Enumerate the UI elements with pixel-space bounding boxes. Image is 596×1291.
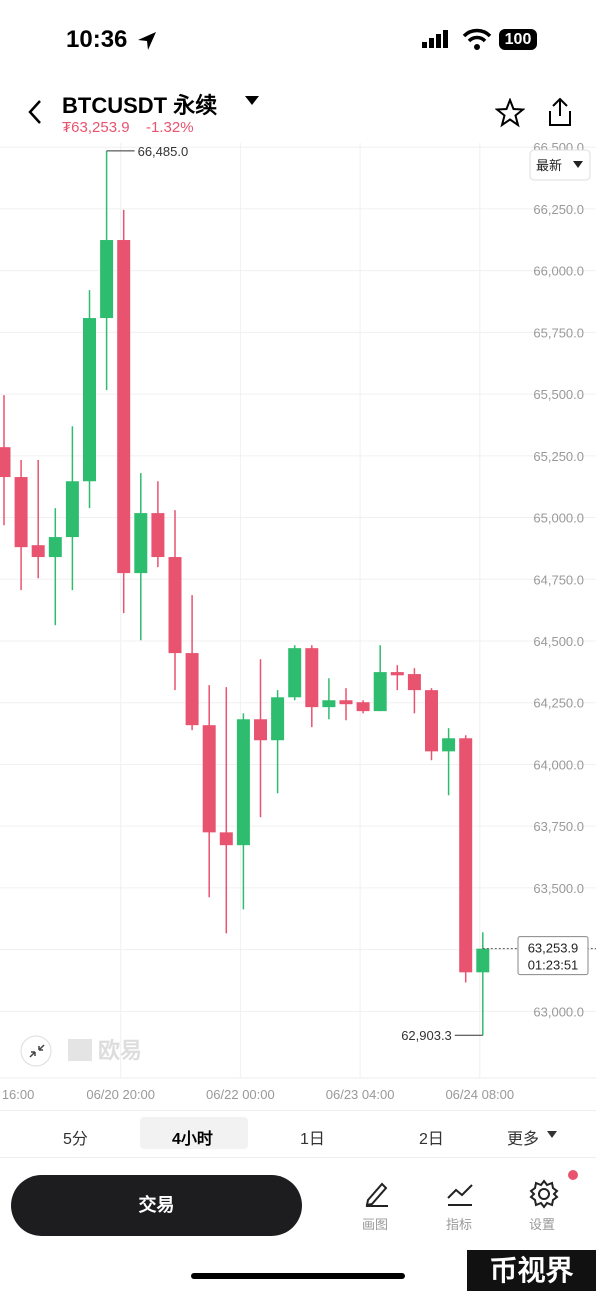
candle-body — [83, 318, 96, 482]
interval[interactable]: 4小时 — [172, 1131, 213, 1148]
interval-bar: 5分 4小时 1日 2日 更多 — [0, 1110, 596, 1157]
battery: 100 — [499, 29, 537, 50]
header-price: ₮63,253.9 — [62, 119, 130, 136]
share-button[interactable] — [545, 96, 575, 128]
collapse-button — [20, 1035, 52, 1067]
favorite-button[interactable] — [495, 98, 525, 128]
candle-body — [476, 948, 490, 973]
draw-icon[interactable] — [362, 1178, 392, 1208]
y-tick-label: 65,250.0 — [533, 449, 584, 464]
settings-icon[interactable] — [528, 1178, 560, 1210]
x-tick-label: 06/23 04:00 — [326, 1087, 395, 1102]
candle-body — [407, 674, 421, 691]
candle-body — [254, 719, 267, 741]
candle-body — [442, 738, 456, 752]
countdown: 01:23:51 — [528, 958, 579, 973]
indicator-label[interactable]: 指标 — [446, 1217, 473, 1232]
collapse-icon — [29, 1044, 45, 1058]
candle-body — [390, 672, 404, 676]
y-tick-label: 64,000.0 — [533, 757, 584, 772]
candle-body — [0, 447, 11, 478]
toolbar: 交易 画图 指标 设置 币视界 — [0, 1157, 596, 1291]
candle-body — [14, 477, 28, 548]
y-tick-label: 64,750.0 — [533, 572, 584, 587]
back-button[interactable] — [24, 98, 46, 126]
x-tick-label: 16:00 — [2, 1087, 35, 1102]
candle-body — [356, 702, 370, 712]
wifi-icon — [462, 28, 492, 50]
y-tick-label: 63,500.0 — [533, 881, 584, 896]
candle-body — [134, 513, 148, 574]
candle-body — [117, 240, 131, 574]
candle-body — [48, 537, 62, 558]
y-tick-label: 63,000.0 — [533, 1004, 584, 1019]
y-tick-label: 65,750.0 — [533, 325, 584, 340]
candle-body — [322, 700, 336, 708]
candle-body — [271, 697, 285, 741]
candle-body — [100, 240, 114, 319]
interval-selected-bg — [140, 1117, 248, 1149]
candle-body — [31, 545, 45, 558]
y-tick-label: 65,500.0 — [533, 387, 584, 402]
candle-body — [65, 481, 79, 538]
indicator-icon[interactable] — [445, 1178, 475, 1208]
candle-body — [236, 719, 250, 846]
chart: 63,000.063,250.063,500.063,750.064,000.0… — [0, 140, 596, 1102]
candle-body — [151, 513, 165, 558]
last-price-box — [517, 936, 589, 976]
header-change: -1.32% — [146, 119, 194, 136]
high-label: 66,485.0 — [138, 144, 189, 159]
y-tick-label: 65,000.0 — [533, 511, 584, 526]
x-tick-label: 06/20 20:00 — [86, 1087, 155, 1102]
candle-body — [459, 738, 473, 973]
candle-body — [168, 557, 182, 654]
status-time: 10:36 — [66, 26, 128, 53]
corner-watermark: 币视界 — [467, 1250, 596, 1291]
candle-body — [202, 725, 216, 833]
candle-body — [425, 690, 438, 752]
more-arrow — [547, 1131, 557, 1138]
home-indicator — [191, 1273, 405, 1279]
signal-icon — [422, 30, 448, 48]
candle-body — [305, 648, 319, 708]
candle-body — [288, 648, 302, 698]
y-tick-label: 66,250.0 — [533, 202, 584, 217]
interval[interactable]: 1日 — [300, 1131, 325, 1148]
x-tick-label: 06/24 08:00 — [445, 1087, 514, 1102]
trade-button[interactable]: 交易 — [11, 1175, 302, 1236]
header: 10:36 100 BTCUSDT 永续 ₮63,253.9 -1.32% — [0, 0, 596, 143]
interval[interactable]: 5分 — [63, 1131, 88, 1148]
y-tick-label: 64,500.0 — [533, 634, 584, 649]
symbol-title[interactable]: BTCUSDT 永续 — [62, 93, 218, 118]
y-tick-label: 64,250.0 — [533, 696, 584, 711]
candle-body — [339, 700, 353, 705]
price-mode-box — [529, 149, 591, 181]
chart-watermark: 欧易 — [98, 1038, 142, 1063]
draw-label[interactable]: 画图 — [362, 1217, 389, 1232]
low-label: 62,903.3 — [401, 1028, 452, 1043]
candle-body — [185, 653, 199, 726]
symbol-dropdown[interactable] — [244, 95, 260, 107]
y-tick-label: 66,000.0 — [533, 264, 584, 279]
watermark-logo — [68, 1039, 92, 1061]
notification-dot — [568, 1170, 578, 1180]
price-mode[interactable]: 最新 — [536, 158, 562, 173]
price-mode-arrow — [573, 161, 583, 168]
interval[interactable]: 2日 — [419, 1131, 444, 1148]
candle-body — [373, 672, 387, 712]
location-icon — [138, 32, 156, 50]
settings-label[interactable]: 设置 — [529, 1217, 556, 1232]
last-price-label: 63,253.9 — [528, 941, 579, 956]
x-tick-label: 06/22 00:00 — [206, 1087, 275, 1102]
candle-body — [219, 832, 233, 846]
interval-more[interactable]: 更多 — [507, 1131, 540, 1148]
y-tick-label: 63,750.0 — [533, 819, 584, 834]
